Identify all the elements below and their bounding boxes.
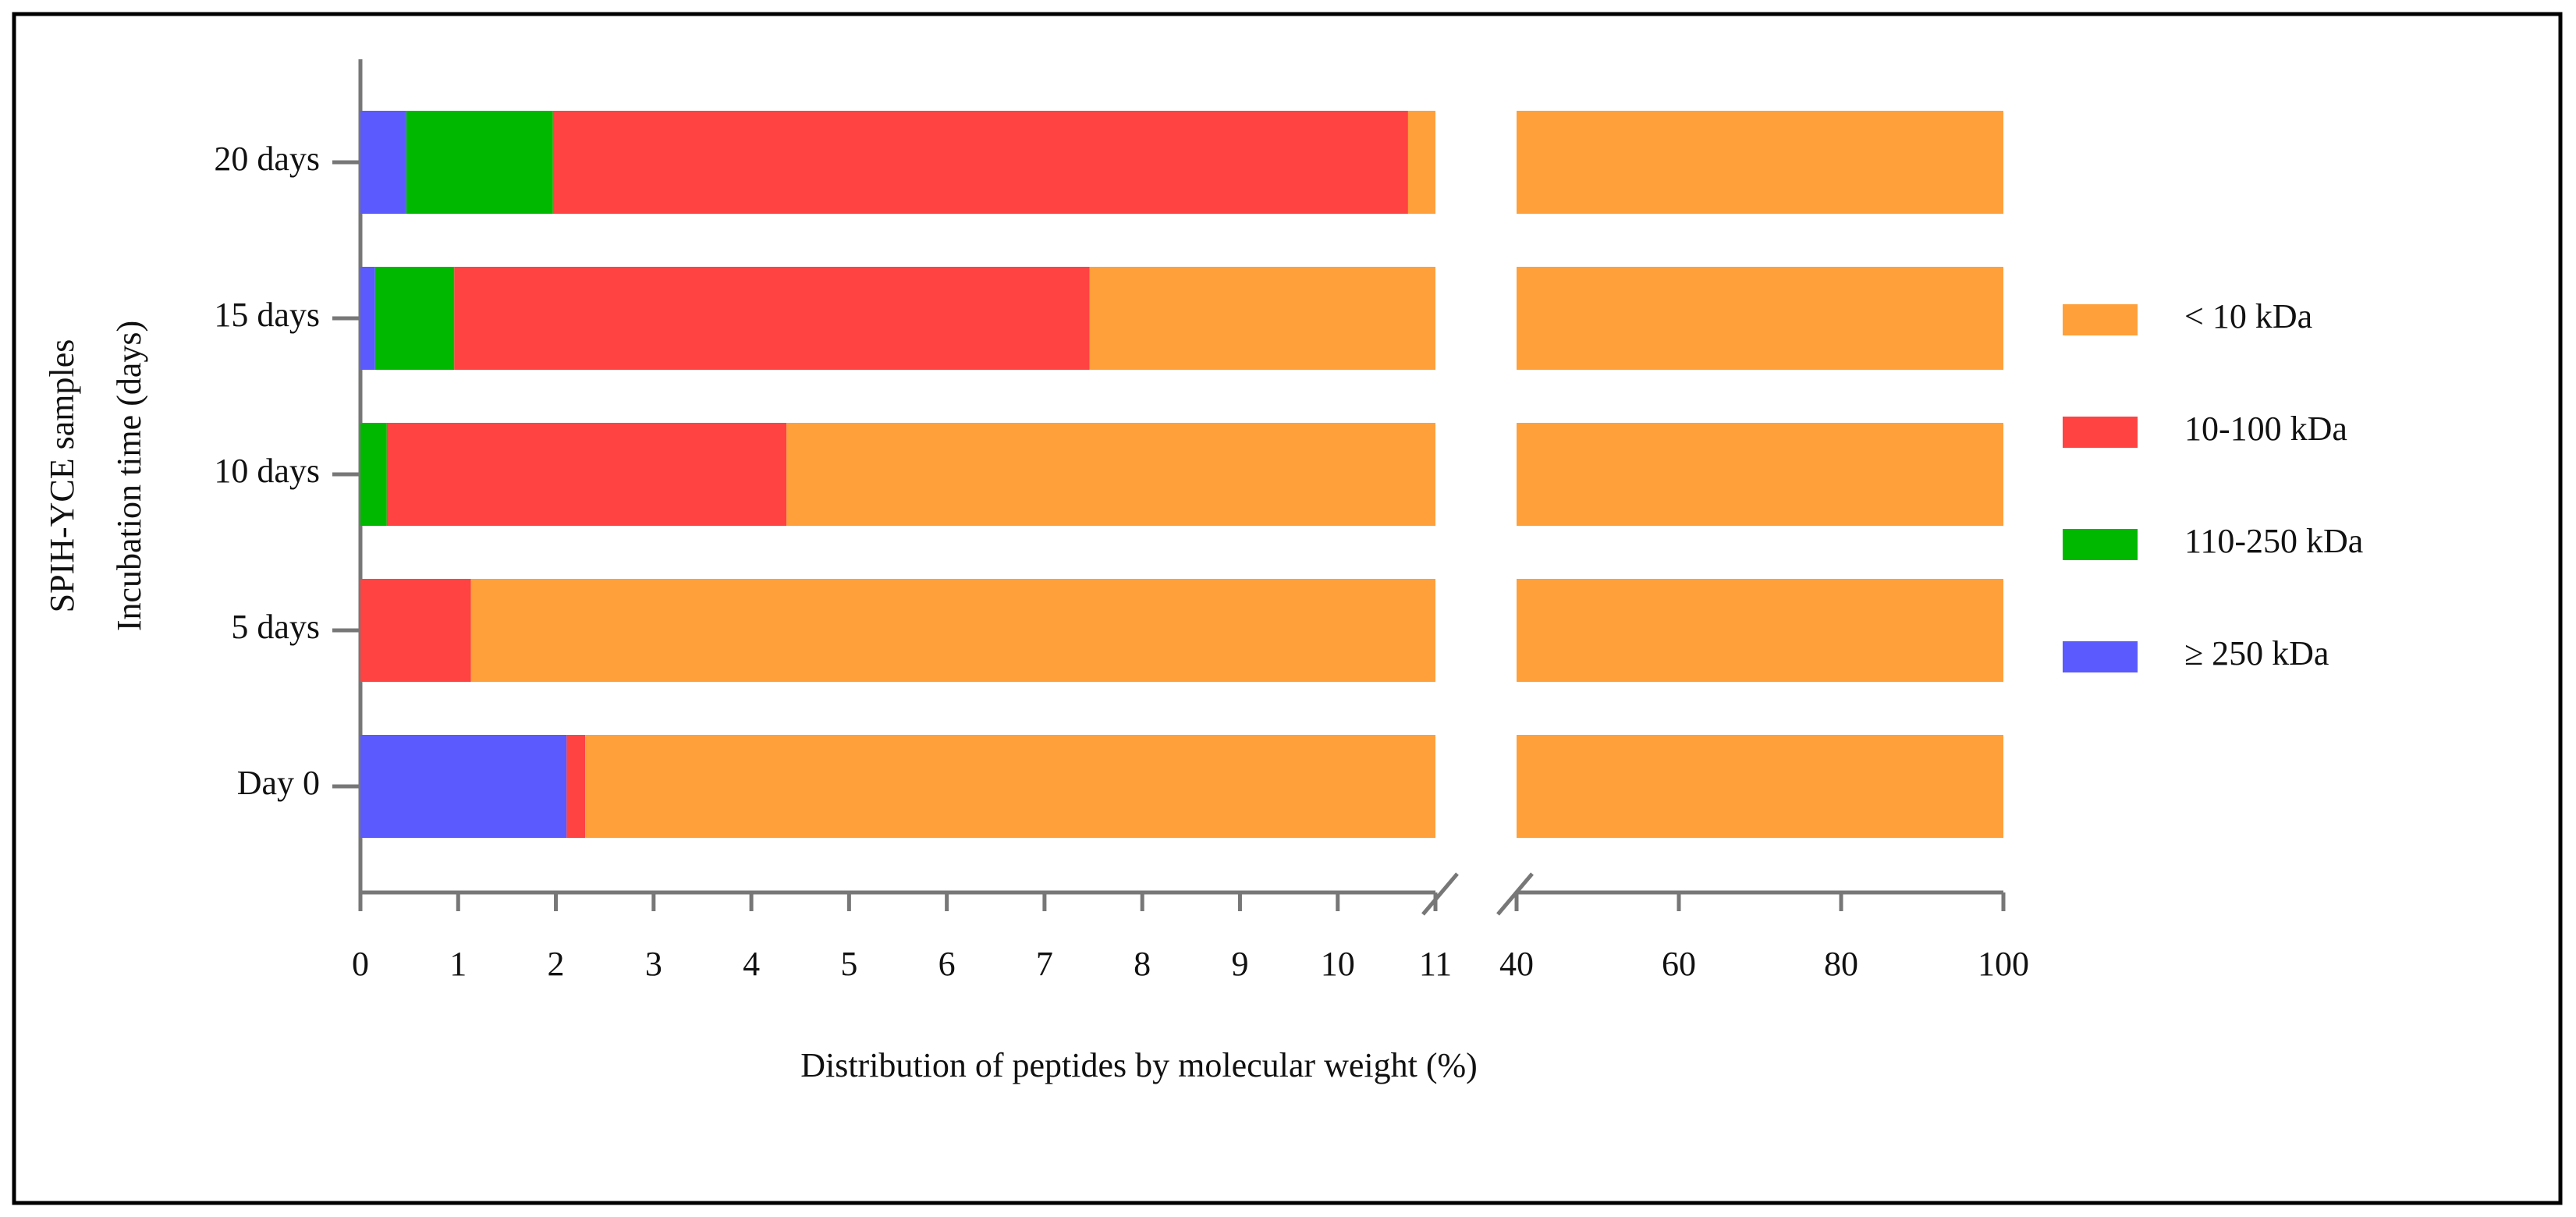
bar-segment <box>374 267 455 370</box>
x-tick-label: 4 <box>743 945 760 983</box>
y-tick-label: 5 days <box>231 608 320 646</box>
bar-segment <box>786 423 2003 526</box>
y-axis-label: SPIH-YCE samples Incubation time (days) <box>43 321 148 631</box>
bar-segment <box>470 579 2004 682</box>
legend-label: ≥ 250 kDa <box>2184 634 2329 672</box>
y-tick-label: Day 0 <box>237 764 320 802</box>
bar-segment <box>406 111 553 214</box>
y-axis-label-line: Incubation time (days) <box>110 321 148 631</box>
y-axis-label-line: SPIH-YCE samples <box>43 339 81 613</box>
frame <box>12 12 2563 1205</box>
legend-swatch <box>2063 417 2138 448</box>
x-tick-label: 40 <box>1499 945 1534 983</box>
legend-swatch <box>2063 641 2138 672</box>
x-tick-label: 1 <box>449 945 467 983</box>
bar-segment <box>585 735 2004 838</box>
x-tick-label: 2 <box>548 945 565 983</box>
x-tick-label: 11 <box>1419 945 1452 983</box>
bar-segment <box>360 423 387 526</box>
bar-segment <box>1089 267 2003 370</box>
bar-segment <box>454 267 1090 370</box>
y-tick-label: 10 days <box>214 452 320 490</box>
bar-segment <box>1407 111 2003 214</box>
legend-label: 110-250 kDa <box>2184 522 2363 560</box>
x-tick-label: 3 <box>645 945 662 983</box>
axis-break <box>1421 872 1459 916</box>
x-tick-label: 0 <box>352 945 369 983</box>
x-axis-label: Distribution of peptides by molecular we… <box>800 1046 1478 1084</box>
x-tick-label: 10 <box>1321 945 1355 983</box>
x-tick-label: 6 <box>939 945 956 983</box>
x-tick-label: 5 <box>840 945 857 983</box>
x-tick-label: 80 <box>1824 945 1858 983</box>
x-tick-label: 8 <box>1134 945 1151 983</box>
bar-segment <box>360 735 567 838</box>
bar-segment <box>386 423 787 526</box>
bar-segment <box>360 267 375 370</box>
legend-swatch <box>2063 529 2138 560</box>
bar-segment <box>552 111 1408 214</box>
bar-segment <box>360 111 406 214</box>
x-tick-label: 100 <box>1978 945 2029 983</box>
x-tick-label: 60 <box>1662 945 1696 983</box>
y-tick-label: 20 days <box>214 140 320 178</box>
y-tick-label: 15 days <box>214 296 320 334</box>
bar-segment <box>566 735 586 838</box>
x-tick-label: 7 <box>1036 945 1053 983</box>
legend-label: < 10 kDa <box>2184 297 2312 335</box>
x-tick-label: 9 <box>1231 945 1248 983</box>
bar-segment <box>360 579 471 682</box>
legend-swatch <box>2063 304 2138 335</box>
legend-label: 10-100 kDa <box>2184 410 2347 448</box>
